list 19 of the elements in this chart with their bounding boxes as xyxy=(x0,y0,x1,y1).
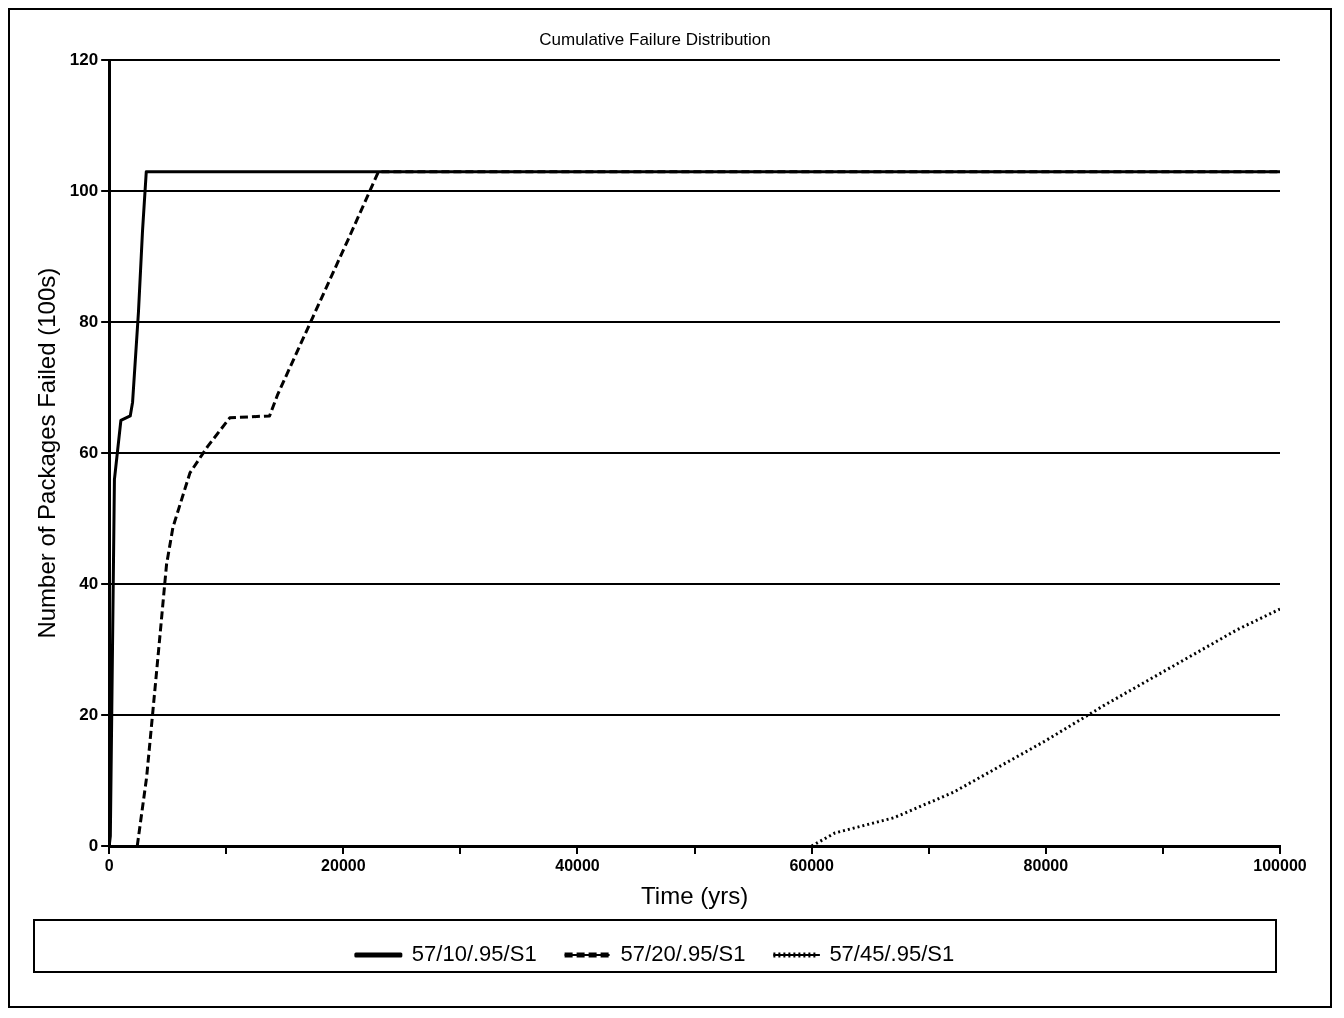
y-tick-label: 100 xyxy=(69,181,99,201)
x-tick-label: 80000 xyxy=(1023,857,1069,875)
y-tick-label: 80 xyxy=(79,311,99,331)
legend-label: 57/10/.95/S1 xyxy=(411,941,537,967)
y-tick-label: 0 xyxy=(88,835,99,855)
x-tick-label: 60000 xyxy=(789,857,835,875)
legend-label: 57/45/.95/S1 xyxy=(829,941,955,967)
x-tick-label: 40000 xyxy=(555,857,600,875)
x-tick-label: 100000 xyxy=(1253,857,1307,875)
y-tick-label: 60 xyxy=(79,442,99,462)
x-axis-title: Time (yrs) xyxy=(641,882,749,910)
chart-title: Cumulative Failure Distribution xyxy=(539,29,771,49)
y-tick-label: 120 xyxy=(69,50,99,70)
y-tick-label: 20 xyxy=(79,704,99,724)
y-axis-title: Number of Packages Failed (100s) xyxy=(33,267,61,639)
y-tick-label: 40 xyxy=(79,573,99,593)
x-tick-label: 20000 xyxy=(321,857,366,875)
x-tick-label: 0 xyxy=(104,857,114,875)
legend-label: 57/20/.95/S1 xyxy=(620,941,746,967)
